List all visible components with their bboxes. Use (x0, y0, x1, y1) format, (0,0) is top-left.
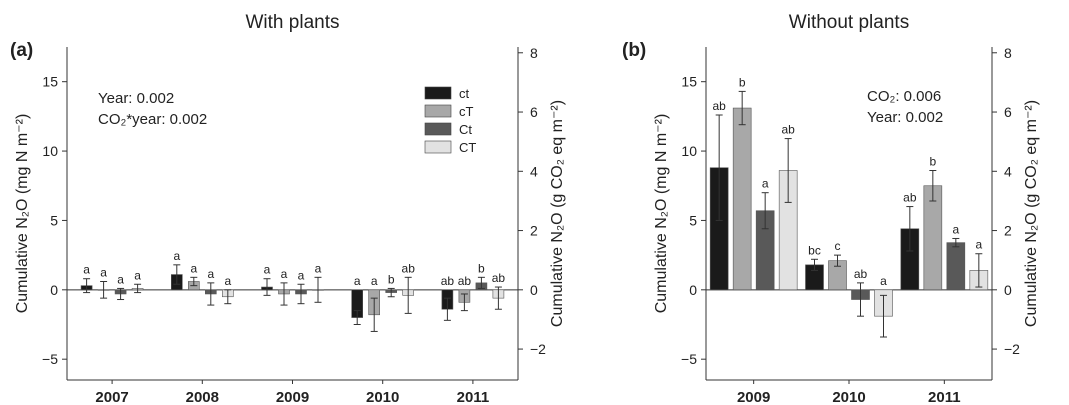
y-tick-label: 0 (50, 282, 58, 298)
x-tick-label: 2011 (457, 389, 490, 405)
y2-tick-label: 6 (1004, 104, 1012, 120)
y2-tick-label: 4 (530, 163, 538, 179)
significance-letter: b (388, 272, 395, 286)
y2-tick-label: 2 (1004, 223, 1012, 239)
legend-label: cT (459, 104, 474, 119)
stat-annotation: Year: 0.002 (98, 90, 174, 107)
y-axis-label: Cumulative N₂O (mg N m⁻²) (14, 114, 31, 314)
stat-annotation: Year: 0.002 (867, 109, 943, 126)
y-tick-label: −5 (681, 351, 697, 367)
y2-tick-label: 4 (1004, 163, 1012, 179)
significance-letter: a (880, 274, 887, 288)
significance-letter: a (315, 261, 322, 275)
significance-letter: a (354, 274, 361, 288)
y-tick-label: 10 (42, 143, 58, 159)
significance-letter: a (173, 249, 180, 263)
significance-letter: a (762, 177, 769, 191)
y2-tick-label: −2 (530, 341, 546, 357)
x-tick-label: 2009 (276, 389, 309, 405)
significance-letter: a (281, 267, 288, 281)
panel-a-chart: With plants (a) −5 0 5 10 15 −2 0 2 4 6 8 Cumulative … (10, 12, 566, 405)
y-tick-label: 0 (689, 282, 697, 298)
x-tick-label: 2010 (366, 389, 399, 405)
significance-letter: a (190, 261, 197, 275)
y-tick-label: 15 (681, 74, 697, 90)
y-tick-label: −5 (42, 351, 58, 367)
y-tick-label: 5 (50, 212, 58, 228)
y-tick-label: 5 (689, 212, 697, 228)
bar-cT (732, 107, 752, 291)
y2-tick-label: 0 (530, 282, 538, 298)
significance-letter: b (739, 75, 746, 89)
legend-swatch-ct (424, 86, 452, 100)
significance-letter: a (371, 274, 378, 288)
x-tick-label: 2007 (95, 389, 128, 405)
significance-letter: c (835, 239, 841, 253)
significance-letter: a (975, 238, 982, 252)
y2-tick-label: 2 (530, 223, 538, 239)
y-axis-label: Cumulative N₂O (mg N m⁻²) (653, 114, 670, 314)
significance-letter: a (117, 272, 124, 286)
significance-letter: ab (854, 267, 868, 281)
significance-letter: a (264, 263, 271, 277)
chart-title: With plants (246, 12, 340, 33)
panel-b-chart: Without plants (b) −5 0 5 10 15 −2 0 2 4 6 8 Cumulati… (622, 12, 1040, 405)
y-tick-label: 10 (681, 143, 697, 159)
y2-tick-label: 0 (1004, 282, 1012, 298)
legend-swatch-Ct (424, 122, 452, 136)
significance-letter: a (134, 268, 141, 282)
legend-label: CT (459, 140, 476, 155)
significance-letter: ab (441, 274, 455, 288)
panel-label: (a) (10, 40, 33, 61)
significance-letter: ab (903, 191, 917, 205)
panel-label: (b) (622, 40, 646, 61)
significance-letter: ab (492, 271, 506, 285)
significance-letter: a (298, 268, 305, 282)
legend-label: ct (459, 86, 470, 101)
significance-letter: bc (808, 243, 821, 257)
stat-annotation: CO₂: 0.006 (867, 88, 941, 105)
y2-axis-label: Cumulative N₂O (g CO₂ eq m⁻²) (549, 100, 566, 327)
significance-letter: b (929, 154, 936, 168)
significance-letter: a (207, 267, 214, 281)
x-tick-label: 2008 (186, 389, 219, 405)
significance-letter: ab (781, 123, 795, 137)
y2-axis-label: Cumulative N₂O (g CO₂ eq m⁻²) (1023, 100, 1040, 327)
significance-letter: a (224, 274, 231, 288)
bar-Ct (946, 242, 966, 291)
legend-label: Ct (459, 122, 472, 137)
stat-annotation: CO₂*year: 0.002 (98, 111, 207, 128)
significance-letter: ab (712, 99, 726, 113)
significance-letter: b (478, 261, 485, 275)
x-tick-label: 2011 (928, 389, 961, 405)
legend-swatch-cT (424, 104, 452, 118)
y2-tick-label: 8 (1004, 45, 1012, 61)
y2-tick-label: 6 (530, 104, 538, 120)
legend-swatch-CT (424, 140, 452, 154)
y-tick-label: 15 (42, 74, 58, 90)
significance-letter: a (952, 222, 959, 236)
significance-letter: a (83, 263, 90, 277)
significance-letter: ab (458, 274, 472, 288)
x-tick-label: 2010 (832, 389, 865, 405)
significance-letter: a (100, 265, 107, 279)
y2-tick-label: −2 (1004, 341, 1020, 357)
x-tick-label: 2009 (737, 389, 770, 405)
significance-letter: ab (402, 261, 416, 275)
chart-title: Without plants (789, 12, 909, 33)
y2-tick-label: 8 (530, 45, 538, 61)
